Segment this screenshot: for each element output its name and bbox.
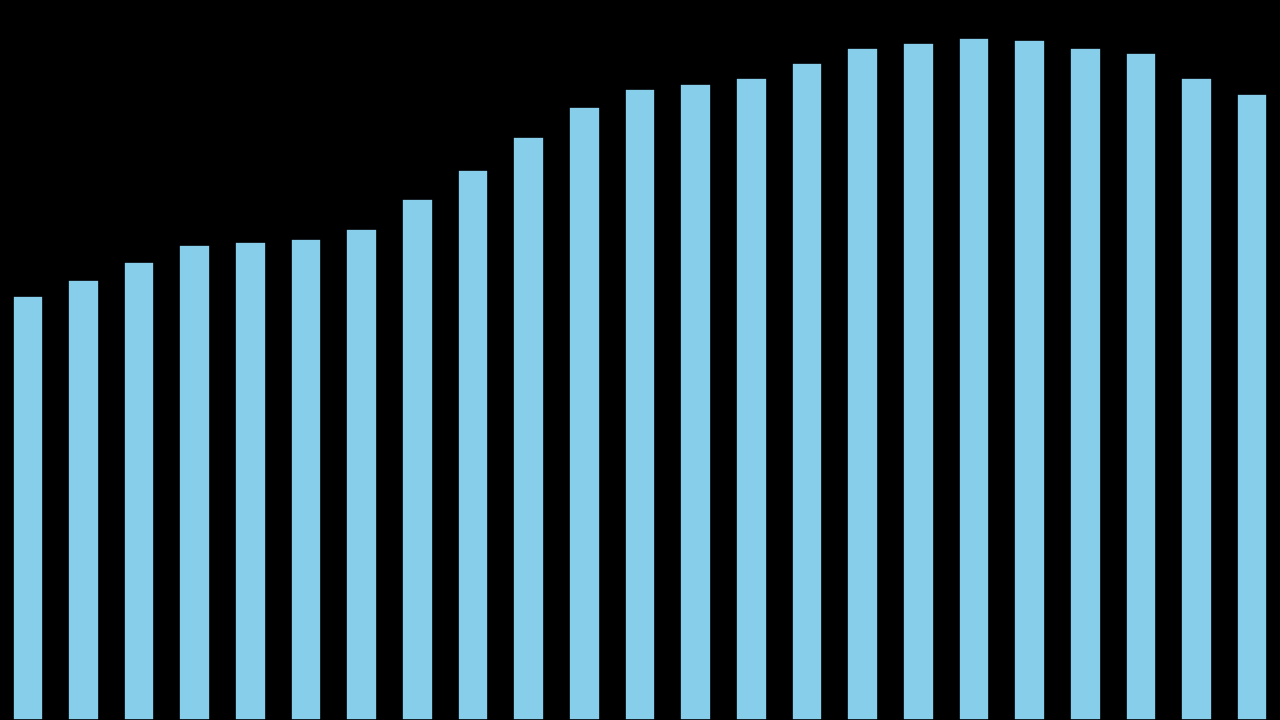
Bar — [347, 229, 378, 720]
Bar — [959, 37, 989, 720]
Bar — [1236, 94, 1267, 720]
Bar — [736, 78, 767, 720]
Bar — [1014, 40, 1044, 720]
Bar — [1070, 48, 1101, 720]
Bar — [681, 84, 710, 720]
Bar — [1181, 78, 1212, 720]
Bar — [625, 89, 655, 720]
Bar — [847, 48, 878, 720]
Bar — [902, 42, 933, 720]
Bar — [458, 171, 489, 720]
Bar — [179, 245, 210, 720]
Bar — [402, 199, 433, 720]
Bar — [291, 240, 321, 720]
Bar — [1125, 53, 1156, 720]
Bar — [236, 242, 266, 720]
Bar — [791, 63, 822, 720]
Bar — [13, 296, 44, 720]
Bar — [68, 280, 99, 720]
Bar — [124, 263, 155, 720]
Bar — [570, 107, 599, 720]
Bar — [513, 138, 544, 720]
